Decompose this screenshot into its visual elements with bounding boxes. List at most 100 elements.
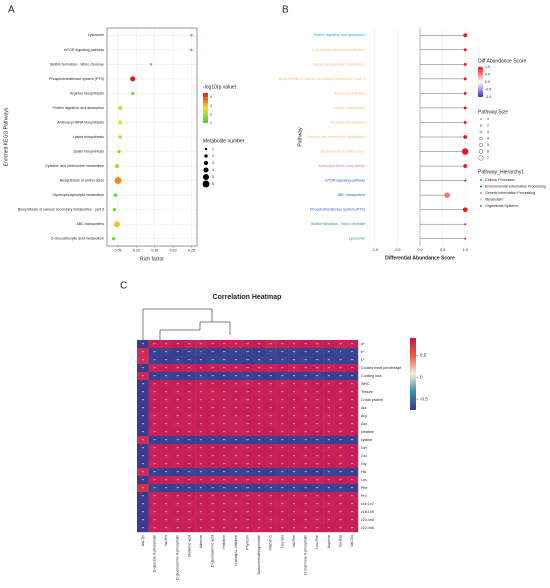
cell-label: **: [211, 486, 214, 490]
column-label: Orotamic acid: [187, 535, 191, 557]
cell: [230, 396, 242, 405]
row-label: L*: [361, 358, 365, 362]
cell-label: **: [142, 406, 145, 410]
cell: [276, 484, 289, 493]
cell-label: **: [223, 358, 226, 362]
cell: [288, 444, 301, 453]
cell-label: **: [165, 438, 168, 442]
cell-label: **: [200, 526, 203, 530]
cell: [288, 460, 301, 469]
row-label: Leu: [361, 478, 367, 482]
cell: [230, 356, 242, 365]
row-label: Glu: [361, 454, 367, 458]
cell-label: **: [142, 478, 145, 482]
cell: [311, 404, 324, 413]
cell-label: **: [246, 358, 249, 362]
cell-label: **: [200, 518, 203, 522]
cell: [171, 388, 184, 397]
cell: [253, 516, 266, 525]
cell-label: **: [246, 494, 249, 498]
cell-label: **: [316, 430, 319, 434]
cell-label: **: [211, 350, 214, 354]
cell: [230, 404, 242, 413]
cell-label: **: [165, 494, 168, 498]
group-key-label: Environmental Information Processing: [485, 184, 546, 188]
cell-label: **: [200, 422, 203, 426]
cell: [230, 492, 242, 501]
cell-label: **: [246, 518, 249, 522]
cell: [299, 484, 312, 493]
cell: [241, 500, 254, 509]
cell: [241, 444, 254, 453]
cell: [160, 396, 173, 405]
cell-label: **: [176, 478, 179, 482]
cell: [160, 420, 173, 429]
cell-label: **: [328, 518, 331, 522]
cell-label: **: [351, 398, 354, 402]
cell-label: **: [153, 486, 156, 490]
cell-label: **: [235, 518, 238, 522]
cell-label: **: [339, 462, 342, 466]
cell-label: **: [293, 438, 296, 442]
cell: [288, 396, 301, 405]
cell-label: **: [165, 470, 168, 474]
cell-label: **: [316, 382, 319, 386]
column-label: Arginine: [327, 535, 331, 548]
cell: [183, 436, 196, 445]
cell-label: **: [339, 390, 342, 394]
colorbar-tick-label: 0.0: [485, 80, 490, 84]
y-tick-label: Arginine biosynthesis: [70, 91, 104, 95]
cell-label: **: [258, 366, 261, 370]
cell-label: **: [316, 486, 319, 490]
y-tick-label: Biofilm formation - Vibrio cholerae: [50, 62, 104, 66]
dot: [118, 105, 123, 111]
cell: [241, 364, 254, 373]
cell: [230, 380, 242, 389]
cell: [230, 452, 242, 461]
cell-label: **: [258, 342, 261, 346]
cell-label: **: [270, 478, 273, 482]
column-label: Val-Phe: [292, 535, 296, 548]
cell: [346, 524, 359, 533]
panel-label: C: [120, 281, 127, 292]
y-tick-label: Glycerophospholipid metabolism: [52, 193, 104, 197]
cell: [311, 388, 324, 397]
cell: [253, 348, 266, 357]
cell-label: **: [223, 382, 226, 386]
cell: [276, 412, 289, 421]
cell: [264, 420, 277, 429]
cell-label: **: [270, 398, 273, 402]
dot: [463, 121, 467, 124]
cell: [171, 436, 184, 445]
column-label: D-mannose 6-phosphate: [304, 535, 308, 575]
cell: [334, 468, 347, 477]
cell-label: **: [281, 502, 284, 506]
size-key-label: 5: [212, 175, 214, 179]
cell-label: **: [339, 422, 342, 426]
cell-label: **: [223, 494, 226, 498]
row-label: a*: [361, 342, 365, 346]
cell-label: **: [281, 486, 284, 490]
dendrogram-branch: [142, 308, 213, 340]
cell-label: **: [200, 486, 203, 490]
cell: [311, 348, 324, 357]
cell-label: **: [328, 430, 331, 434]
cell: [148, 388, 161, 397]
cell: [253, 364, 266, 373]
cell: [323, 468, 335, 477]
cell-label: **: [281, 446, 284, 450]
cell: [160, 412, 173, 421]
size-key: [204, 154, 208, 158]
cell-label: **: [200, 406, 203, 410]
cell: [346, 516, 359, 525]
cell: [334, 372, 347, 381]
x-axis-title: Differential Abundance Score: [385, 255, 455, 261]
y-tick-label: Cysteine and methionine metabolism: [45, 164, 104, 168]
cell: [195, 404, 207, 413]
column-label: Val-Glu: [350, 535, 354, 547]
cell-label: **: [258, 406, 261, 410]
cell-label: **: [258, 494, 261, 498]
cell: [183, 396, 196, 405]
cell-label: **: [316, 390, 319, 394]
dot: [118, 135, 122, 139]
